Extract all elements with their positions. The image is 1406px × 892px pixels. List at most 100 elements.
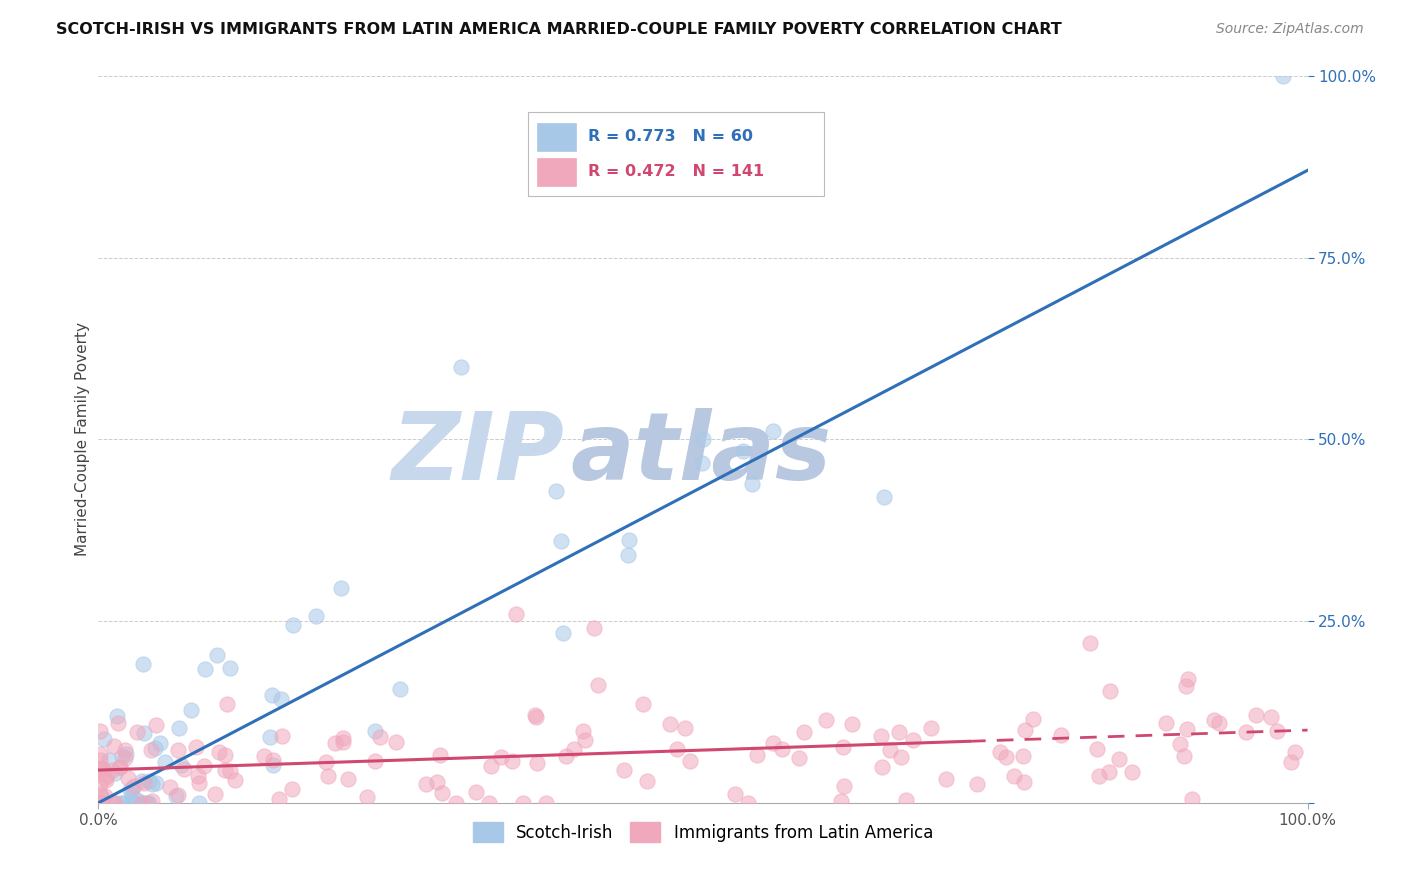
Point	[89, 724, 111, 739]
Point	[89, 762, 111, 776]
Text: R = 0.773   N = 60: R = 0.773 N = 60	[588, 128, 754, 144]
Point	[103, 796, 125, 810]
Point	[1181, 792, 1204, 806]
Point	[103, 739, 125, 754]
Point	[1014, 723, 1036, 737]
Point	[218, 764, 240, 779]
Point	[368, 731, 391, 745]
Point	[1050, 728, 1073, 742]
Point	[1177, 722, 1199, 736]
Point	[830, 794, 852, 808]
Point	[1272, 69, 1295, 83]
Point	[107, 709, 129, 723]
Text: R = 0.472   N = 141: R = 0.472 N = 141	[588, 163, 765, 178]
FancyBboxPatch shape	[527, 112, 824, 195]
Point	[894, 793, 917, 807]
Point	[1208, 716, 1230, 731]
Text: atlas: atlas	[569, 408, 831, 500]
Point	[114, 743, 136, 757]
Point	[1260, 710, 1282, 724]
Point	[1279, 755, 1302, 769]
Point	[524, 710, 547, 724]
Point	[110, 796, 132, 810]
Point	[692, 432, 714, 446]
Point	[990, 745, 1012, 759]
Point	[841, 717, 863, 731]
Text: Source: ZipAtlas.com: Source: ZipAtlas.com	[1216, 22, 1364, 37]
Point	[167, 789, 190, 803]
Point	[124, 779, 146, 793]
Point	[143, 740, 166, 755]
Point	[131, 796, 153, 810]
Point	[270, 729, 292, 743]
Point	[1011, 749, 1033, 764]
Point	[121, 788, 143, 802]
Point	[747, 747, 769, 762]
Point	[450, 359, 472, 374]
Point	[572, 723, 595, 738]
Point	[631, 697, 654, 711]
Point	[214, 763, 236, 777]
Point	[112, 796, 135, 810]
Point	[636, 774, 658, 789]
Point	[426, 774, 449, 789]
Point	[588, 678, 610, 692]
Point	[219, 661, 242, 675]
Point	[89, 753, 111, 767]
Point	[1265, 723, 1288, 738]
Point	[173, 762, 195, 776]
Point	[364, 724, 387, 739]
Point	[101, 763, 124, 777]
Point	[332, 734, 354, 748]
Point	[111, 749, 134, 764]
Point	[269, 792, 291, 806]
Point	[262, 688, 284, 702]
Point	[1108, 752, 1130, 766]
Point	[332, 731, 354, 745]
Point	[262, 758, 284, 772]
Point	[89, 776, 111, 790]
Point	[562, 742, 585, 756]
Point	[90, 796, 112, 810]
Point	[1284, 745, 1306, 759]
Point	[444, 796, 467, 810]
Point	[114, 747, 136, 762]
Point	[193, 758, 215, 772]
Point	[1099, 683, 1122, 698]
Y-axis label: Married-Couple Family Poverty: Married-Couple Family Poverty	[75, 322, 90, 557]
Point	[512, 796, 534, 810]
Point	[1246, 708, 1268, 723]
Point	[217, 697, 239, 711]
Point	[253, 748, 276, 763]
Point	[132, 776, 155, 790]
Point	[832, 740, 855, 755]
Point	[553, 626, 575, 640]
Point	[165, 789, 187, 804]
Point	[479, 759, 502, 773]
Point	[582, 621, 605, 635]
Point	[737, 796, 759, 810]
Point	[118, 783, 141, 797]
Point	[316, 770, 339, 784]
Point	[1168, 737, 1191, 751]
Point	[262, 753, 284, 767]
Point	[966, 777, 988, 791]
Point	[259, 730, 281, 744]
Point	[870, 729, 893, 743]
Point	[523, 708, 546, 723]
Point	[489, 750, 512, 764]
Text: SCOTCH-IRISH VS IMMIGRANTS FROM LATIN AMERICA MARRIED-COUPLE FAMILY POVERTY CORR: SCOTCH-IRISH VS IMMIGRANTS FROM LATIN AM…	[56, 22, 1062, 37]
Point	[1173, 749, 1195, 764]
Point	[131, 773, 153, 788]
Text: ZIP: ZIP	[391, 408, 564, 500]
Point	[108, 760, 131, 774]
Point	[325, 736, 347, 750]
Point	[1085, 741, 1108, 756]
Point	[385, 735, 408, 749]
Point	[204, 787, 226, 801]
Point	[194, 662, 217, 676]
Point	[1204, 713, 1226, 727]
Point	[832, 779, 855, 793]
Point	[89, 747, 111, 761]
Point	[887, 725, 910, 739]
